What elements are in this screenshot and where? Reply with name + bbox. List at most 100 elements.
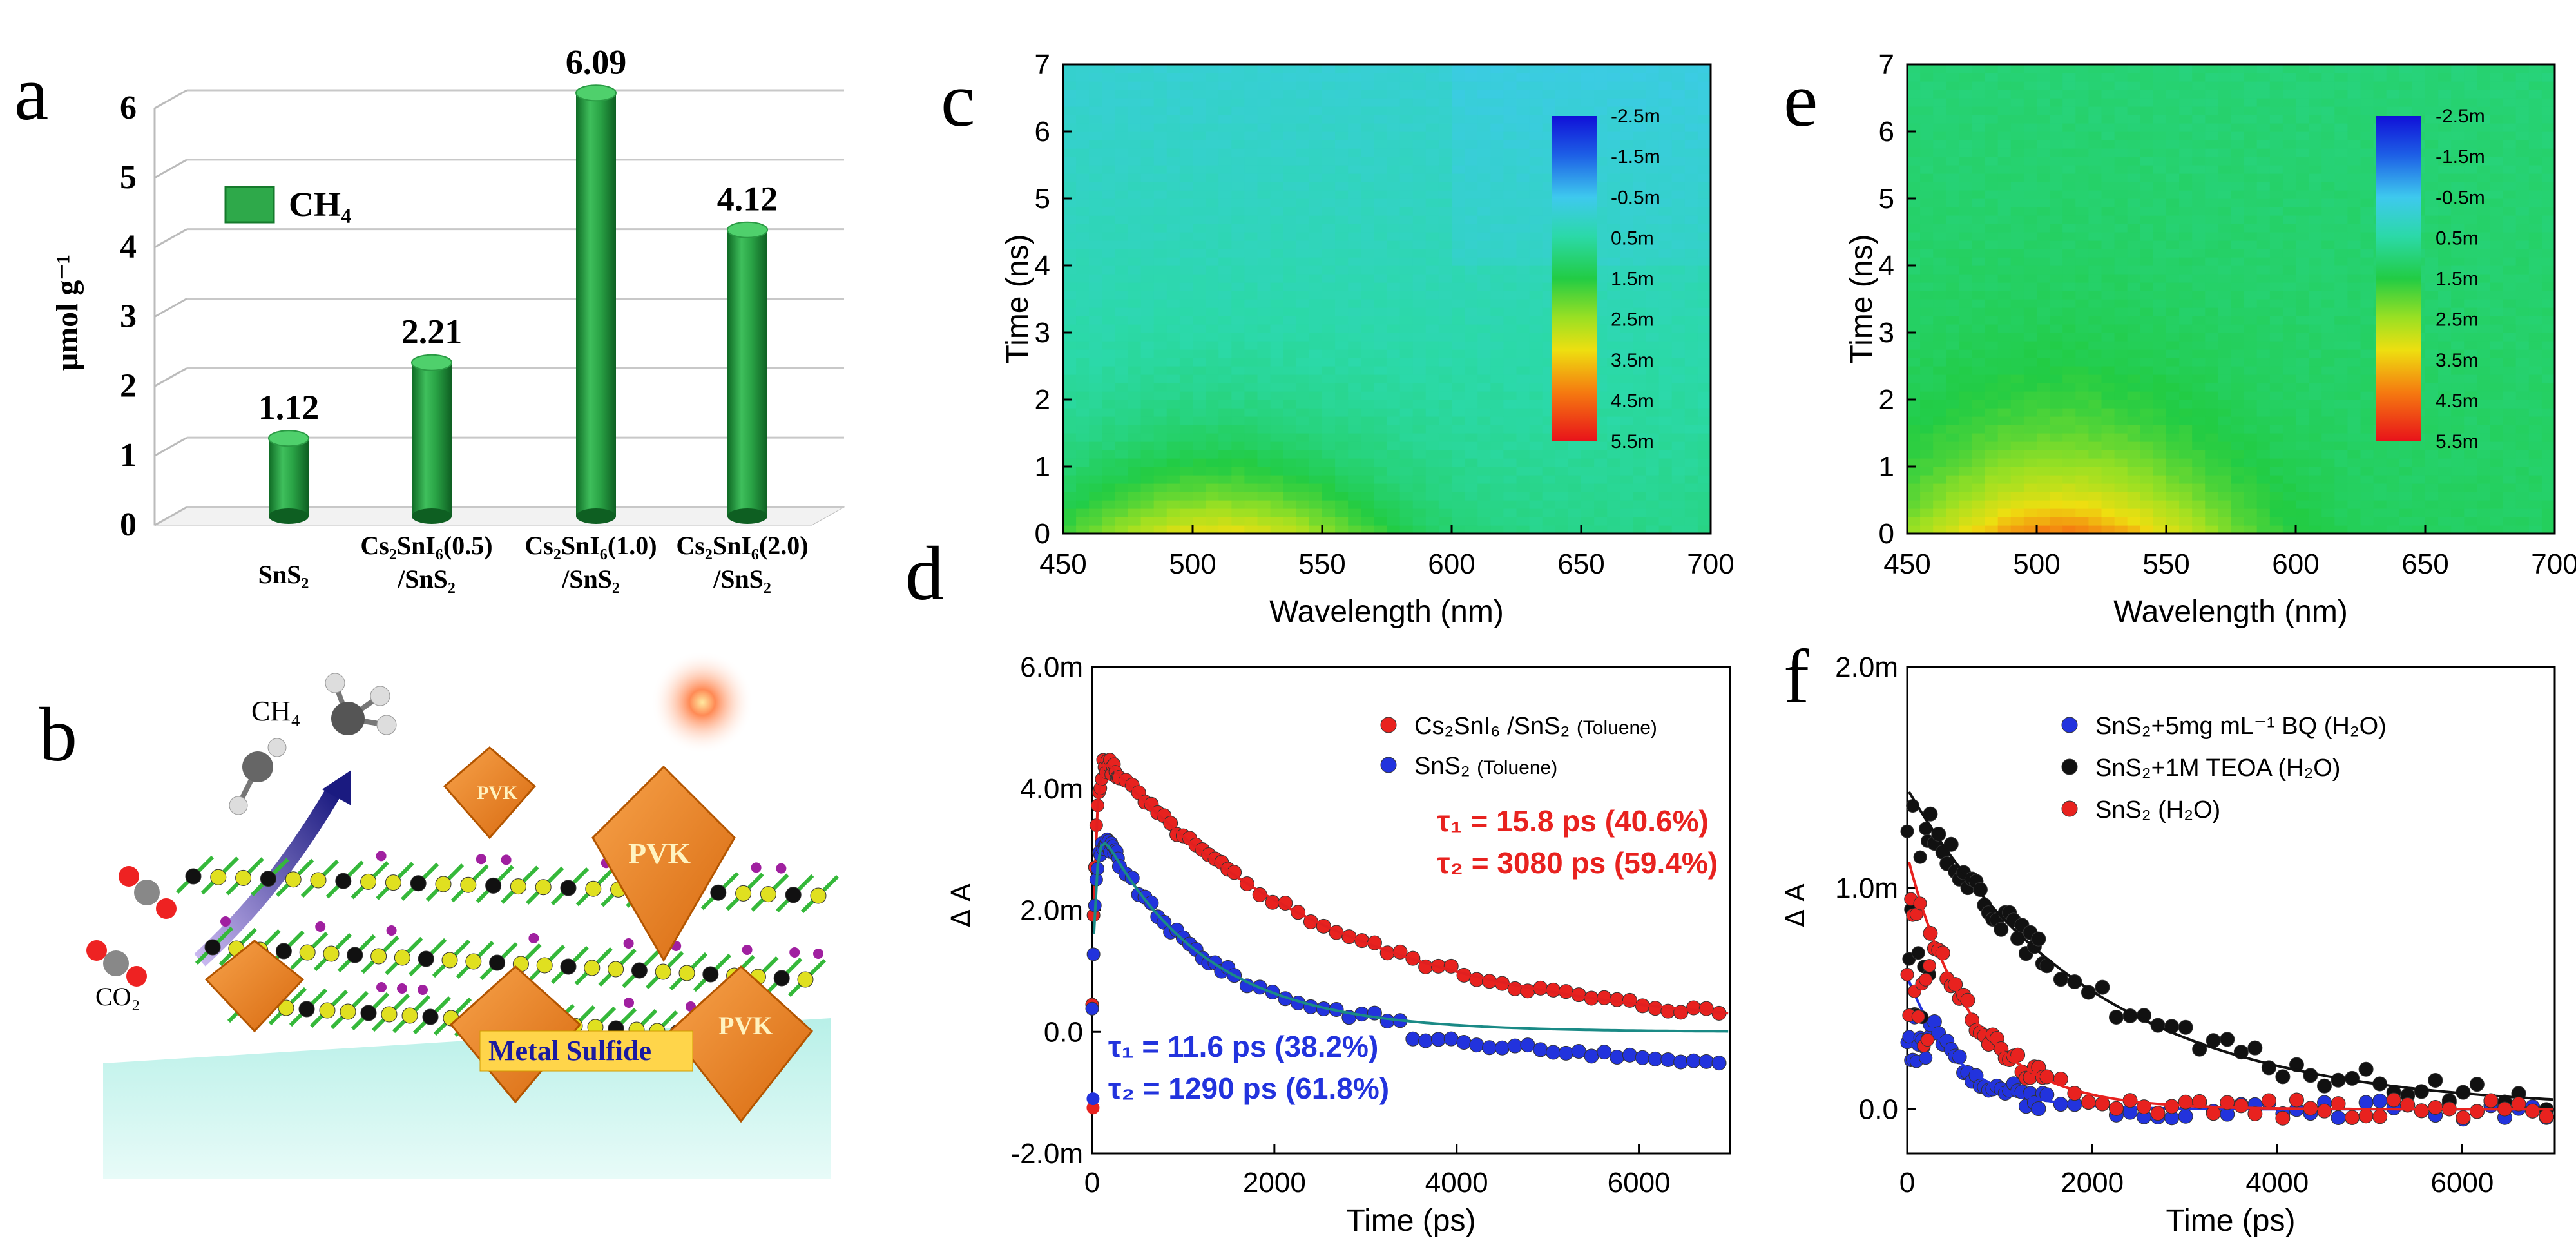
heatmap-cell xyxy=(1283,207,1297,216)
x-tick-label: 450 xyxy=(1039,548,1086,580)
heatmap-cell xyxy=(1697,106,1711,115)
heatmap-cell xyxy=(1257,307,1271,316)
heatmap-cell xyxy=(1697,182,1711,191)
heatmap-cell xyxy=(1193,324,1206,333)
heatmap-cell xyxy=(1985,383,1999,392)
heatmap-cell xyxy=(2321,467,2335,476)
heatmap-cell xyxy=(1671,173,1686,182)
heatmap-cell xyxy=(1907,190,1921,199)
heatmap-cell xyxy=(2205,492,2218,501)
heatmap-cell xyxy=(1296,131,1310,140)
heatmap-cell xyxy=(2037,324,2050,333)
heatmap-cell xyxy=(2269,508,2283,517)
heatmap-cell xyxy=(1166,282,1180,291)
heatmap-cell xyxy=(1658,282,1673,291)
heatmap-cell xyxy=(2218,416,2232,425)
heatmap-cell xyxy=(2192,458,2206,467)
heatmap-cell xyxy=(1594,358,1608,367)
heatmap-cell xyxy=(2153,400,2167,409)
heatmap-cell xyxy=(1270,81,1284,90)
heatmap-cell xyxy=(2244,131,2258,140)
heatmap-cell xyxy=(1477,157,1491,166)
heatmap-cell xyxy=(1920,215,1934,224)
heatmap-cell xyxy=(1452,291,1465,300)
heatmap-cell xyxy=(2360,182,2374,191)
heatmap-cell xyxy=(1568,508,1582,517)
heatmap-cell xyxy=(1607,492,1620,501)
heatmap-cell xyxy=(2037,517,2050,526)
heatmap-cell xyxy=(2075,500,2089,509)
y-tick-label: 2 xyxy=(1035,384,1050,416)
heatmap-cell xyxy=(1115,525,1129,534)
heatmap-cell xyxy=(1933,358,1946,367)
heatmap-cell xyxy=(1140,81,1155,90)
heatmap-cell xyxy=(1972,374,1986,383)
heatmap-cell xyxy=(2088,131,2102,140)
heatmap-cell xyxy=(1946,467,1959,476)
heatmap-cell xyxy=(1179,450,1193,459)
heatmap-cell xyxy=(1907,500,1921,509)
heatmap-cell xyxy=(2179,374,2193,383)
heatmap-cell xyxy=(1516,131,1530,140)
heatmap-cell xyxy=(1193,458,1206,467)
heatmap-cell xyxy=(2321,224,2335,233)
heatmap-cell xyxy=(1140,274,1155,283)
heatmap-cell xyxy=(1206,433,1219,442)
heatmap-cell xyxy=(1283,257,1297,266)
heatmap-cell xyxy=(1179,98,1193,107)
heatmap-cell xyxy=(1387,90,1401,99)
metal-sulfide-label-bg xyxy=(479,1030,693,1072)
heatmap-cell xyxy=(2075,483,2089,492)
heatmap-cell xyxy=(1296,249,1310,258)
heatmap-cell xyxy=(1594,307,1608,316)
heatmap-cell xyxy=(1946,316,1959,325)
heatmap-cell xyxy=(1231,140,1245,149)
heatmap-cell xyxy=(2296,416,2309,425)
heatmap-cell xyxy=(1477,115,1491,124)
heatmap-cell xyxy=(1206,408,1219,417)
heatmap-cell xyxy=(2023,299,2037,308)
heatmap-c-frame xyxy=(1062,63,1712,535)
heatmap-cell xyxy=(1374,249,1388,258)
heatmap-cell xyxy=(1335,173,1349,182)
heatmap-cell xyxy=(1920,182,1934,191)
heatmap-cell xyxy=(2296,81,2309,90)
heatmap-cell xyxy=(1283,358,1297,367)
heatmap-cell xyxy=(1166,500,1180,509)
heatmap-cell xyxy=(1102,500,1115,509)
heatmap-cell xyxy=(1193,500,1206,509)
heatmap-cell xyxy=(2140,341,2154,350)
heatmap-cell xyxy=(2153,500,2167,509)
heatmap-cell xyxy=(2334,467,2348,476)
heatmap-cell xyxy=(2088,492,2102,501)
heatmap-cell xyxy=(1206,282,1219,291)
heatmap-cell xyxy=(2179,433,2193,442)
heatmap-cell xyxy=(1490,408,1504,417)
heatmap-cell xyxy=(1270,366,1284,375)
heatmap-cell xyxy=(1658,358,1673,367)
heatmap-cell xyxy=(2256,517,2271,526)
heatmap-cell xyxy=(2101,525,2115,534)
heatmap-cell xyxy=(2205,433,2218,442)
heatmap-cell xyxy=(1529,265,1543,275)
heatmap-cell xyxy=(2231,316,2245,325)
heatmap-cell xyxy=(1063,131,1077,140)
heatmap-cell xyxy=(2088,467,2102,476)
heatmap-cell xyxy=(1218,349,1232,358)
heatmap-cell xyxy=(1309,349,1323,358)
heatmap-cell xyxy=(2010,198,2024,207)
heatmap-cell xyxy=(1933,475,1946,484)
heatmap-cell xyxy=(2101,240,2115,249)
heatmap-cell xyxy=(1193,299,1206,308)
heatmap-cell xyxy=(2218,224,2232,233)
heatmap-cell xyxy=(1671,123,1686,132)
heatmap-cell xyxy=(1684,198,1698,207)
heatmap-cell xyxy=(1542,64,1556,73)
heatmap-cell xyxy=(1972,425,1986,434)
heatmap-cell xyxy=(1907,182,1921,191)
heatmap-cell xyxy=(1425,106,1439,115)
heatmap-cell xyxy=(2309,374,2322,383)
heatmap-cell xyxy=(1128,450,1142,459)
heatmap-cell xyxy=(2192,525,2206,534)
heatmap-cell xyxy=(1257,324,1271,333)
